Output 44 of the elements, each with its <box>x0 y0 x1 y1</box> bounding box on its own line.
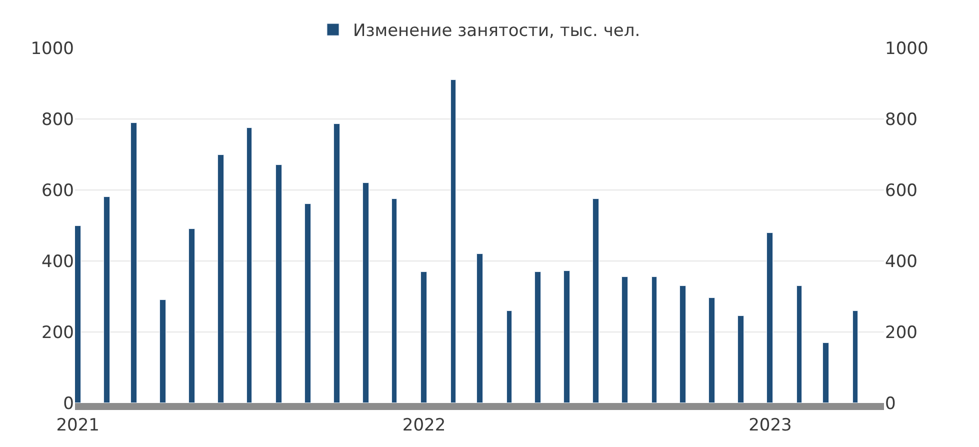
bar <box>160 300 166 403</box>
bar <box>506 310 512 403</box>
y-tick-label: 600 <box>42 180 74 201</box>
bar <box>130 122 137 403</box>
y2-tick-label: 800 <box>885 110 918 130</box>
legend-label: Изменение занятости, тыс. чел. <box>353 21 640 42</box>
bar <box>188 228 195 403</box>
y-tick-label: 0 <box>63 394 74 414</box>
x-tick-label: 2023 <box>748 415 792 436</box>
bar <box>592 198 599 403</box>
bar <box>852 310 858 403</box>
bar <box>476 254 483 403</box>
y2-tick-label: 600 <box>885 180 918 201</box>
bar <box>276 164 282 403</box>
bar <box>708 298 715 403</box>
y-tick-label: 400 <box>42 252 74 272</box>
bar <box>738 316 744 403</box>
x-tick-label: 2021 <box>56 415 100 436</box>
y2-tick-label: 400 <box>885 252 918 272</box>
bar <box>450 80 456 403</box>
bar <box>104 196 110 403</box>
y2-tick-label: 200 <box>885 322 918 343</box>
bar <box>822 342 829 403</box>
bar <box>652 276 657 403</box>
bar <box>334 124 340 403</box>
y-tick-label: 200 <box>42 322 74 343</box>
bar <box>564 270 570 403</box>
bar <box>796 286 802 403</box>
y2-tick-label: 0 <box>885 394 896 414</box>
bar <box>75 226 81 403</box>
y-tick-label: 1000 <box>30 38 74 59</box>
x-tick-label: 2022 <box>402 415 446 436</box>
bar <box>246 128 252 403</box>
bar <box>420 272 427 403</box>
bar <box>218 154 224 403</box>
y-tick-label: 800 <box>42 110 74 130</box>
bar <box>392 198 397 403</box>
y2-tick-label: 1000 <box>885 38 928 59</box>
bar <box>304 204 311 403</box>
bar <box>622 276 628 403</box>
bar <box>534 272 541 403</box>
bar <box>766 232 773 403</box>
bar <box>362 182 369 403</box>
bar <box>680 286 686 403</box>
